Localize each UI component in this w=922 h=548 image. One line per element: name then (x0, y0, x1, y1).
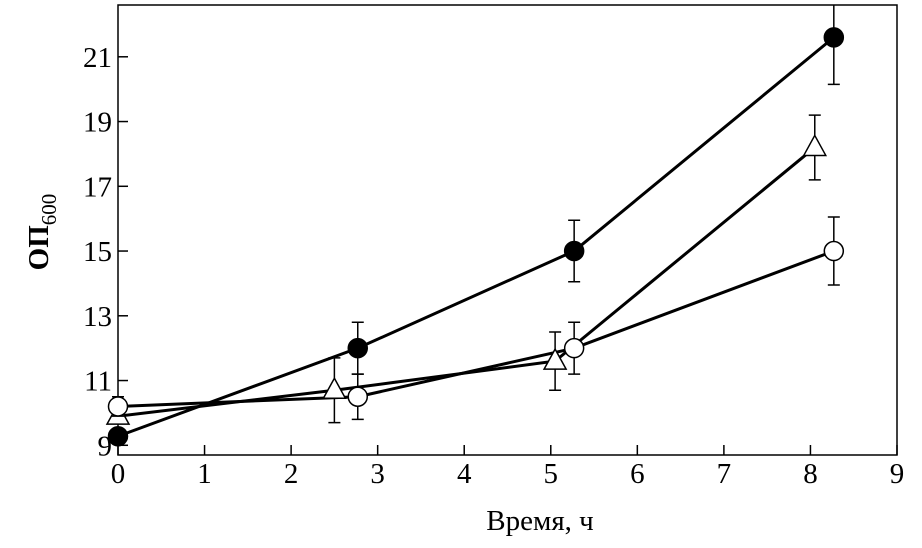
marker (802, 133, 828, 157)
y-tick-label: 19 (83, 107, 112, 139)
x-tick-label: 8 (803, 458, 818, 490)
x-tick-label: 6 (630, 458, 645, 490)
y-tick-label: 17 (83, 171, 112, 203)
x-tick-label: 0 (111, 458, 126, 490)
x-tick-label: 2 (284, 458, 299, 490)
marker (347, 386, 369, 407)
y-tick-label: 13 (83, 301, 112, 333)
x-tick-label: 9 (890, 458, 905, 490)
x-tick-label: 4 (457, 458, 472, 490)
x-tick-label: 1 (197, 458, 212, 490)
series-line (117, 36, 835, 438)
x-tick-label: 3 (370, 458, 385, 490)
y-axis-label: ОП600 (23, 194, 61, 271)
y-tick-label: 15 (83, 236, 112, 268)
y-axis-label-sub: 600 (37, 194, 61, 226)
marker (107, 425, 129, 447)
y-tick-label: 11 (84, 366, 112, 398)
marker (347, 337, 369, 359)
marker (322, 376, 347, 400)
x-axis-label: Время, ч (486, 505, 594, 537)
y-axis-label-main: ОП (23, 225, 55, 270)
x-tick-label: 5 (544, 458, 559, 490)
series-line (117, 249, 835, 408)
marker (823, 27, 845, 48)
series-line (117, 146, 816, 418)
y-tick-label: 21 (83, 42, 112, 74)
marker (563, 240, 585, 262)
plot-frame (117, 4, 898, 456)
marker (542, 347, 568, 370)
marker (823, 240, 845, 262)
x-tick-label: 7 (717, 458, 732, 490)
marker (107, 396, 129, 417)
marker (563, 337, 585, 359)
